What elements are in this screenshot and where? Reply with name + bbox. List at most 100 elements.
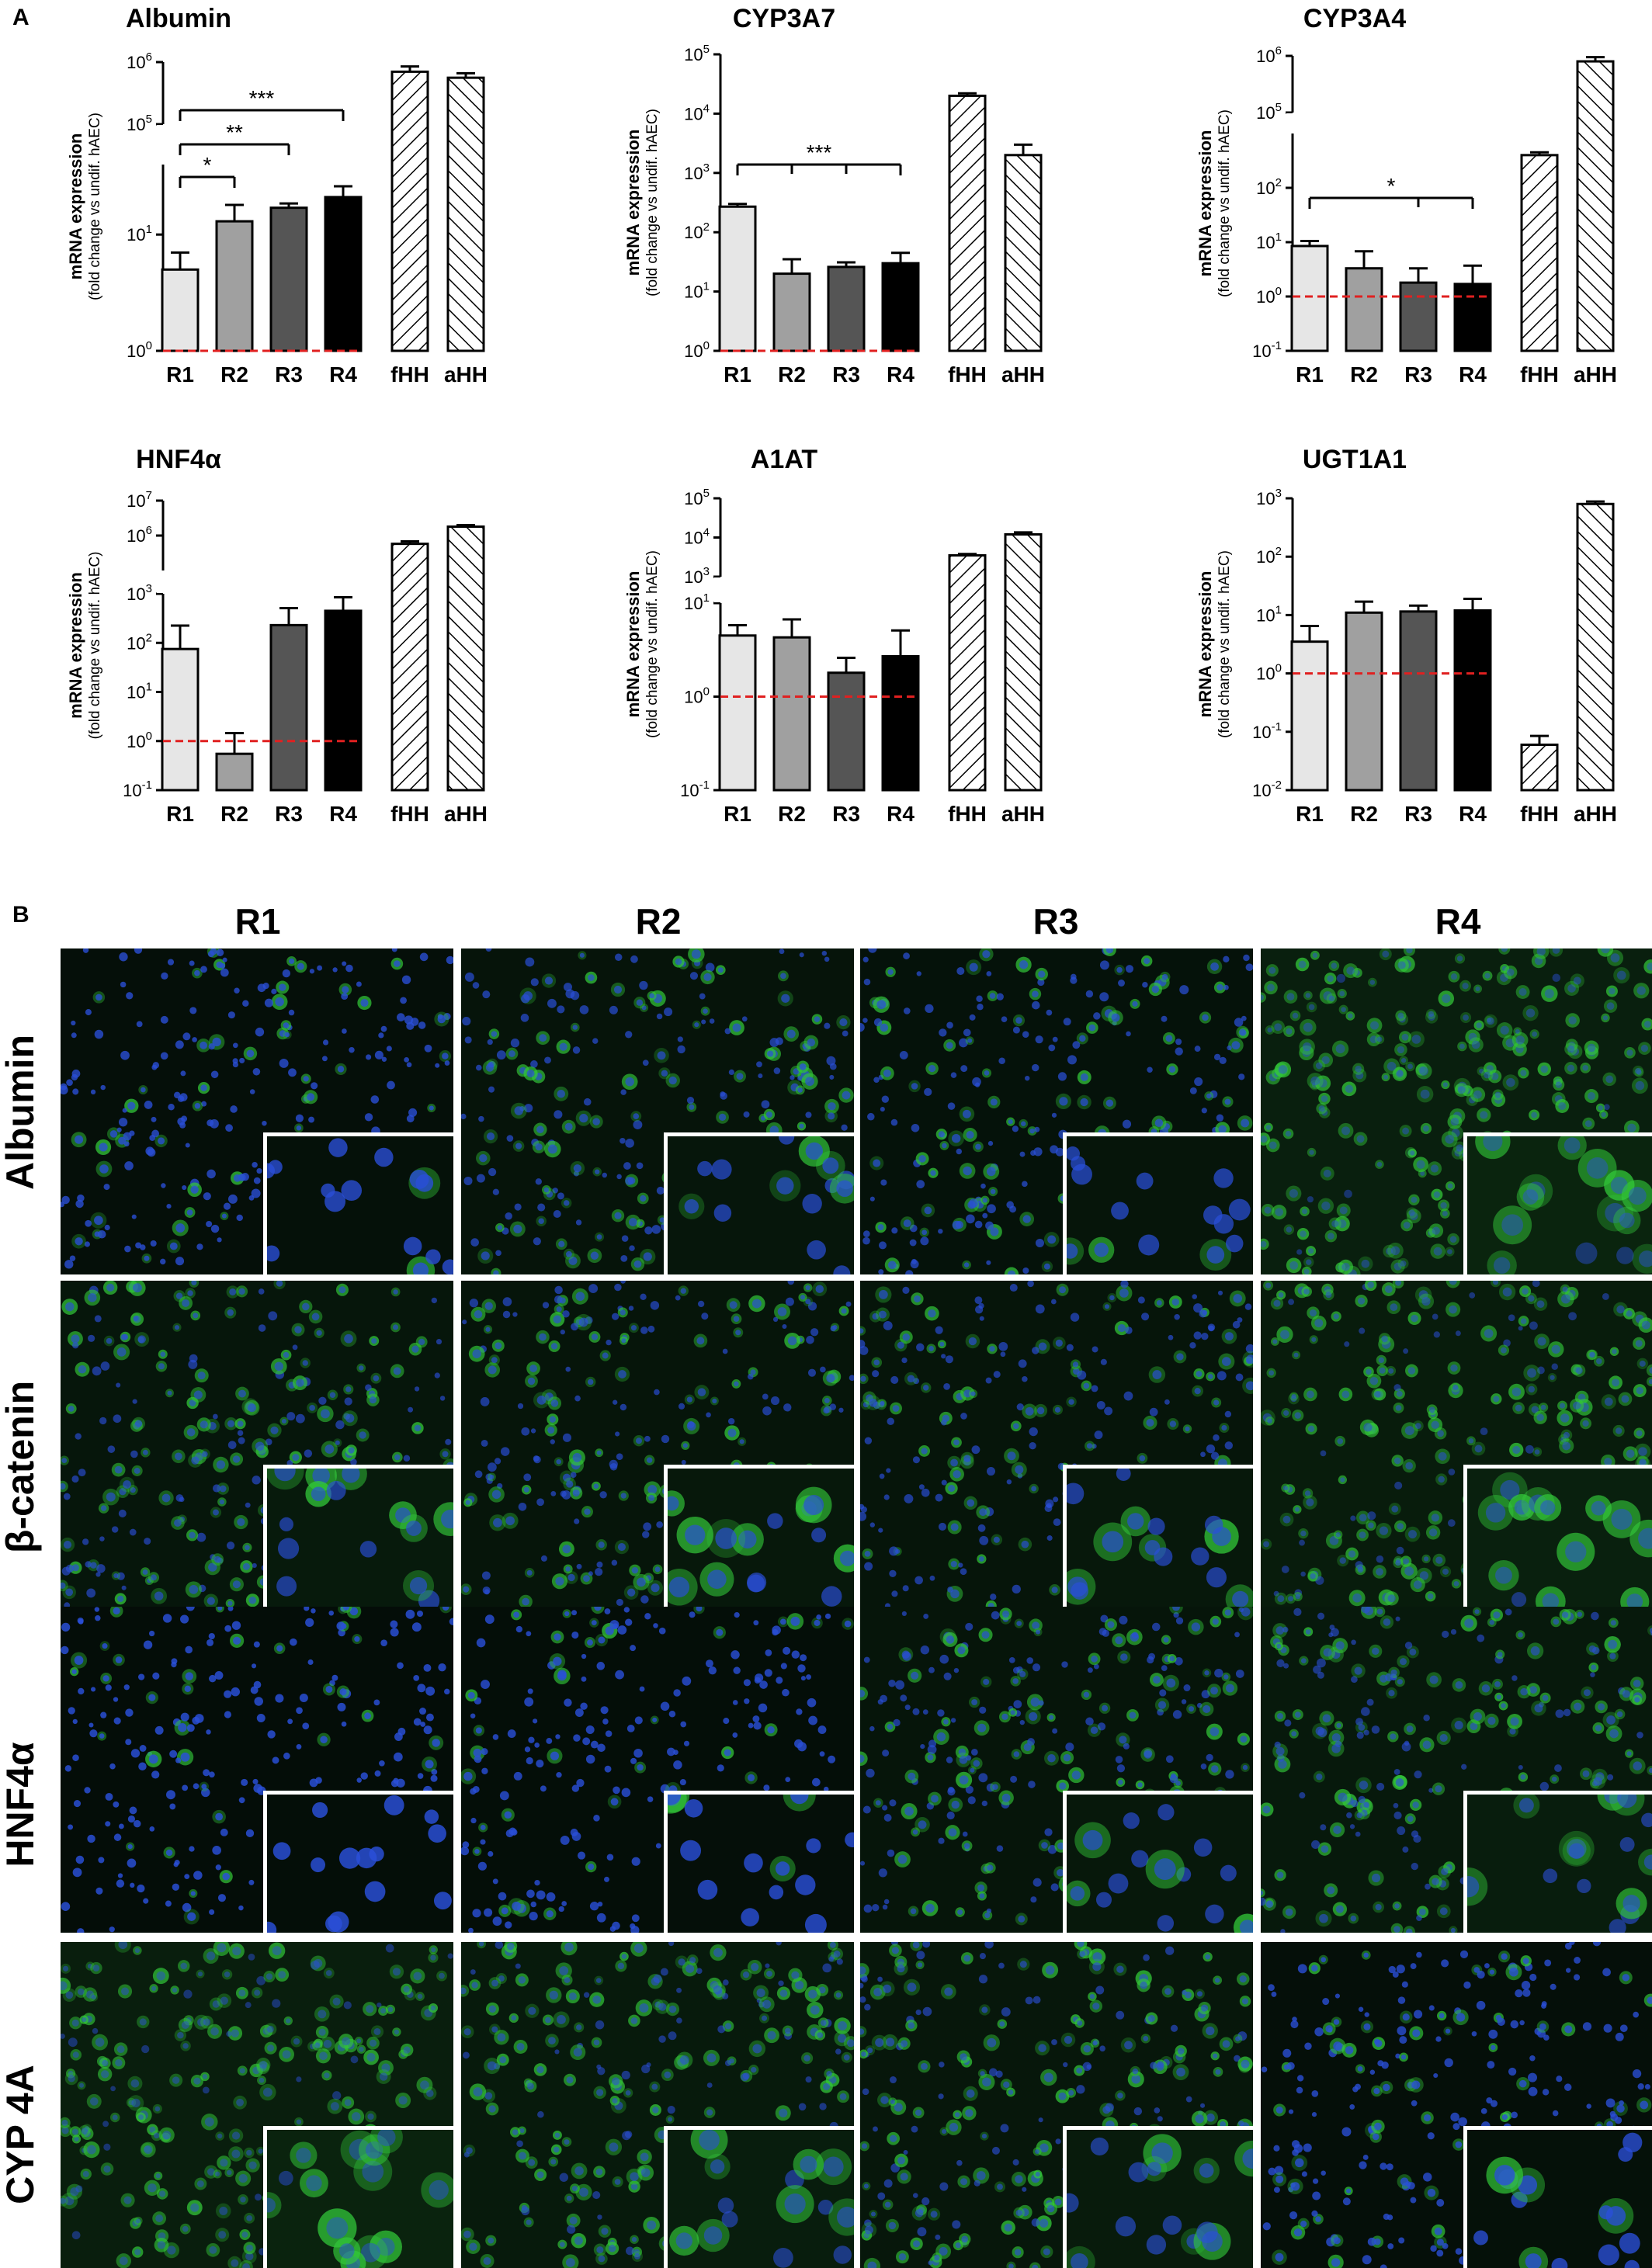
cell-nucleus xyxy=(192,1037,197,1042)
cell-nucleus xyxy=(1028,1781,1036,1788)
cell-nucleus xyxy=(1206,1246,1224,1264)
cell-nucleus xyxy=(1092,1346,1098,1352)
cell-nucleus xyxy=(925,1004,933,1013)
cell-nucleus xyxy=(1199,1309,1206,1317)
cell-nucleus xyxy=(935,1326,943,1334)
cell-nucleus xyxy=(620,1138,626,1144)
cell-nucleus xyxy=(1450,1365,1457,1372)
cell-nucleus xyxy=(795,1874,815,1895)
cell-nucleus xyxy=(651,1301,659,1309)
micrograph-hnf4-r2 xyxy=(461,1607,854,1933)
micrograph-albumin-r1 xyxy=(61,948,453,1274)
cell-nucleus xyxy=(820,1367,826,1373)
cell-nucleus xyxy=(884,1494,890,1500)
cell-nucleus xyxy=(1454,1581,1459,1587)
cell-nucleus xyxy=(1423,1741,1432,1750)
cell-nucleus xyxy=(675,1295,681,1301)
cell-nucleus xyxy=(1402,1034,1409,1041)
cell-nucleus xyxy=(583,1575,590,1582)
cell-nucleus xyxy=(669,1577,689,1597)
cell-nucleus xyxy=(904,1219,911,1227)
cell-nucleus xyxy=(1609,988,1615,994)
cell-nucleus xyxy=(592,1118,599,1125)
cell-nucleus xyxy=(1564,1137,1581,1153)
cell-nucleus xyxy=(215,1671,224,1680)
cell-nucleus xyxy=(553,1657,561,1666)
cell-nucleus xyxy=(1295,1507,1300,1512)
cell-nucleus xyxy=(816,1285,824,1292)
cell-nucleus xyxy=(506,1829,514,1837)
cell-nucleus xyxy=(612,1313,619,1320)
cell-nucleus xyxy=(536,1178,542,1184)
cell-nucleus xyxy=(621,1338,626,1343)
cell-nucleus xyxy=(132,1215,137,1219)
y-tick-label: 10-1 xyxy=(123,779,152,800)
cell-nucleus xyxy=(879,1311,887,1319)
cell-nucleus xyxy=(928,1745,937,1754)
cell-nucleus xyxy=(1307,1391,1314,1399)
cell-nucleus xyxy=(406,1022,414,1030)
cell-nucleus xyxy=(1287,993,1295,1000)
cell-nucleus xyxy=(630,1923,635,1929)
cell-nucleus xyxy=(161,973,168,980)
cell-nucleus xyxy=(245,1503,251,1508)
cell-nucleus xyxy=(701,1019,706,1024)
cell-nucleus xyxy=(1424,1556,1428,1561)
bar-r3 xyxy=(271,208,307,351)
cell-nucleus xyxy=(182,1299,189,1307)
cell-nucleus xyxy=(1283,1410,1289,1416)
cell-nucleus xyxy=(339,1688,346,1695)
cell-nucleus xyxy=(408,1407,413,1413)
cell-nucleus xyxy=(560,1330,565,1334)
cell-nucleus xyxy=(1065,1743,1074,1751)
cell-nucleus xyxy=(87,1835,95,1843)
cell-nucleus xyxy=(753,1620,758,1625)
cell-nucleus xyxy=(610,1463,618,1471)
cell-nucleus xyxy=(311,1608,315,1613)
cell-nucleus xyxy=(580,1005,589,1014)
cell-nucleus xyxy=(470,1713,476,1718)
cell-nucleus xyxy=(602,1718,609,1725)
x-tick-label: fHH xyxy=(390,802,429,826)
cell-nucleus xyxy=(1206,1754,1213,1761)
cell-nucleus xyxy=(1636,1081,1645,1091)
cell-nucleus xyxy=(597,1913,606,1923)
cell-nucleus xyxy=(482,1571,491,1580)
cell-nucleus xyxy=(91,1090,95,1094)
cell-nucleus xyxy=(1126,1032,1131,1037)
cell-nucleus xyxy=(1605,1076,1613,1084)
cell-nucleus xyxy=(233,1455,240,1462)
cell-nucleus xyxy=(222,1873,230,1881)
cell-nucleus xyxy=(640,1595,649,1604)
cell-nucleus xyxy=(1459,1044,1465,1049)
cell-nucleus xyxy=(580,953,585,958)
cell-nucleus xyxy=(574,1518,579,1524)
significance-label: * xyxy=(1387,174,1396,198)
cell-nucleus xyxy=(158,1137,165,1144)
cell-nucleus xyxy=(889,1546,898,1555)
cell-nucleus xyxy=(554,1315,562,1323)
cell-nucleus xyxy=(255,1028,264,1036)
cell-nucleus xyxy=(972,1077,981,1087)
cell-nucleus xyxy=(151,1574,157,1580)
cell-nucleus xyxy=(811,1528,826,1542)
cell-nucleus xyxy=(902,1287,909,1294)
cell-nucleus xyxy=(588,1284,598,1293)
cell-nucleus xyxy=(824,1023,830,1029)
cell-nucleus xyxy=(1117,1764,1125,1772)
cell-nucleus xyxy=(748,1374,754,1380)
cell-nucleus xyxy=(1030,1896,1036,1902)
cell-nucleus xyxy=(207,1597,215,1605)
cell-nucleus xyxy=(296,1707,303,1714)
cell-nucleus xyxy=(1169,1656,1175,1662)
cell-nucleus xyxy=(169,1804,175,1810)
cell-nucleus xyxy=(1443,1082,1448,1087)
cell-nucleus xyxy=(1148,1653,1155,1660)
cell-nucleus xyxy=(425,1760,434,1768)
cell-nucleus xyxy=(361,1772,368,1779)
x-tick-label: aHH xyxy=(1001,802,1045,826)
cell-nucleus xyxy=(189,961,195,966)
cell-nucleus xyxy=(897,1342,904,1349)
cell-nucleus xyxy=(806,1674,811,1680)
cell-nucleus xyxy=(224,1202,231,1209)
